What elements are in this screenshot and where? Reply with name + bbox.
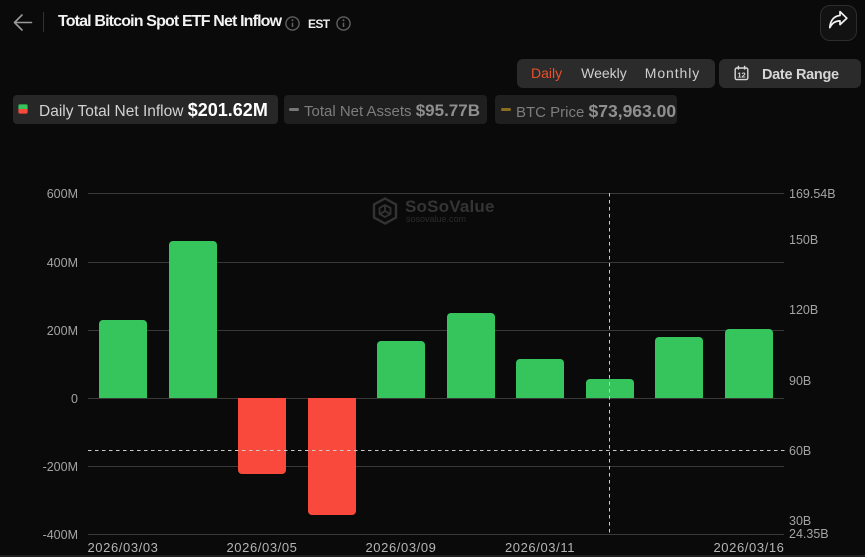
svg-text:12: 12 bbox=[737, 70, 745, 79]
